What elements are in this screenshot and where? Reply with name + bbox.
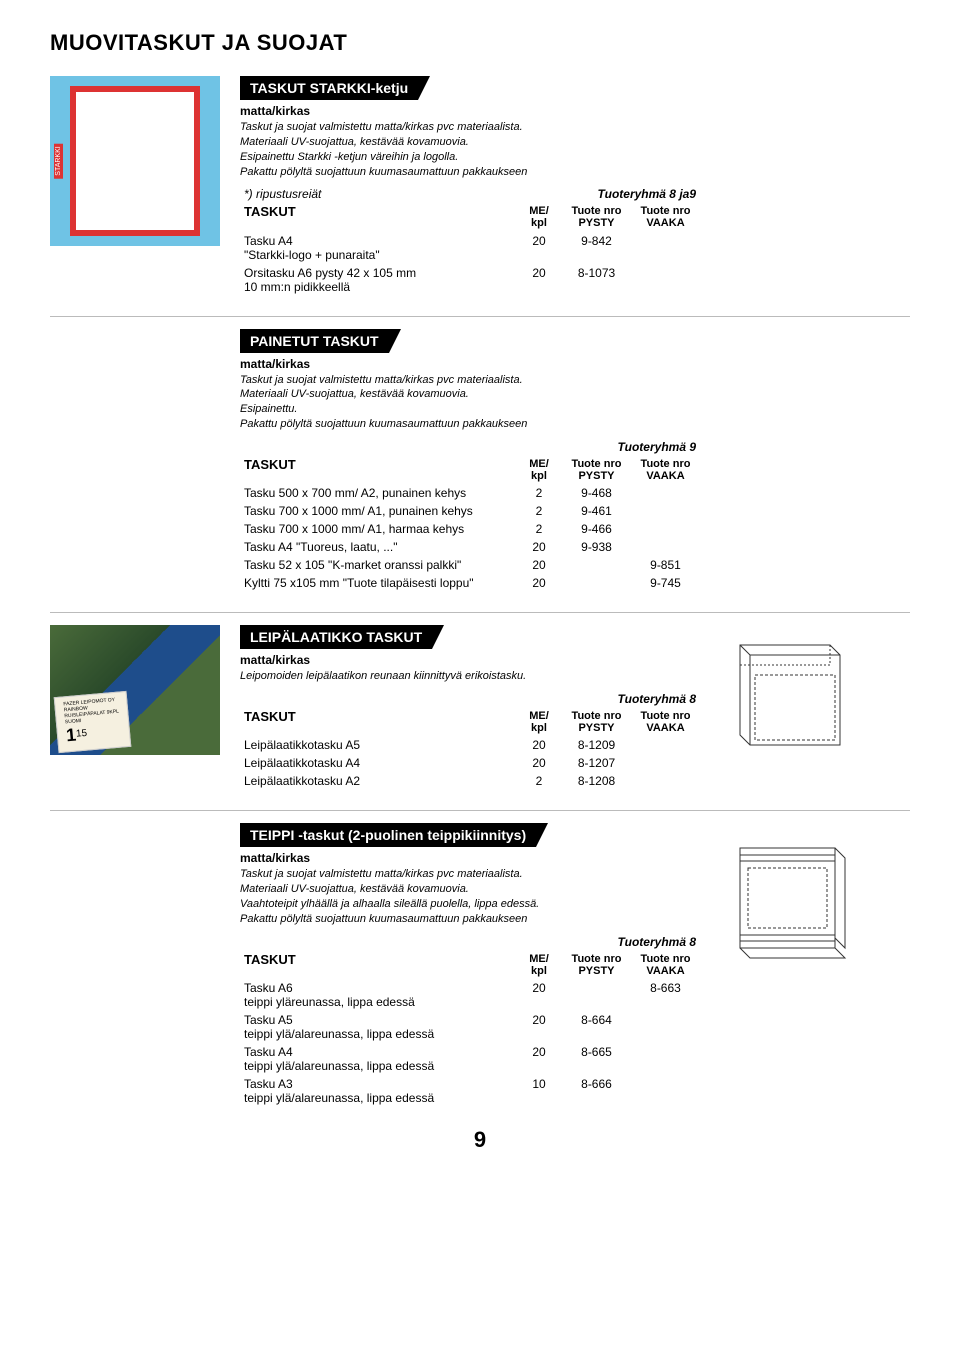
diagram-bread-box [720, 625, 860, 765]
product-table: *) ripustusreiätTuoteryhmä 8 ja9 TASKUT … [240, 185, 700, 295]
section-desc: Taskut ja suojat valmistettu matta/kirka… [240, 120, 700, 179]
section-desc: Taskut ja suojat valmistettu matta/kirka… [240, 867, 700, 926]
section-subheader: matta/kirkas [240, 104, 700, 118]
section-leipa: FAZER LEIPOMOT OY RAINBOW RUISLEIPÄPALAT… [50, 612, 910, 800]
table-row: Tasku A6teippi yläreunassa, lippa edessä… [240, 979, 700, 1011]
table-row: Leipälaatikkotasku A5208-1209 [240, 736, 700, 754]
table-row: Tasku A4teippi ylä/alareunassa, lippa ed… [240, 1043, 700, 1075]
section-desc: Leipomoiden leipälaatikon reunaan kiinni… [240, 669, 700, 684]
section-header: PAINETUT TASKUT [240, 329, 389, 353]
price-tag: FAZER LEIPOMOT OY RAINBOW RUISLEIPÄPALAT… [54, 690, 131, 752]
diagram-teippi [720, 823, 860, 963]
section-header: LEIPÄLAATIKKO TASKUT [240, 625, 432, 649]
table-row: Tasku A4 "Tuoreus, laatu, ..."209-938 [240, 538, 700, 556]
section-painetut: PAINETUT TASKUT matta/kirkas Taskut ja s… [50, 316, 910, 603]
product-image-bread: FAZER LEIPOMOT OY RAINBOW RUISLEIPÄPALAT… [50, 625, 220, 755]
section-desc: Taskut ja suojat valmistettu matta/kirka… [240, 373, 700, 432]
table-row: Tasku 700 x 1000 mm/ A1, punainen kehys2… [240, 502, 700, 520]
page-number: 9 [50, 1127, 910, 1153]
table-row: Tasku 500 x 700 mm/ A2, punainen kehys29… [240, 484, 700, 502]
product-table: Tuoteryhmä 8 TASKUT ME/ kpl Tuote nro PY… [240, 933, 700, 1107]
section-starkki: STARKKI TASKUT STARKKI-ketju matta/kirka… [50, 76, 910, 306]
table-row: Tasku A4"Starkki-logo + punaraita" 20 9-… [240, 232, 700, 264]
table-row: Kyltti 75 x105 mm "Tuote tilapäisesti lo… [240, 574, 700, 592]
table-row: Tasku 52 x 105 "K-market oranssi palkki"… [240, 556, 700, 574]
table-row: Orsitasku A6 pysty 42 x 105 mm10 mm:n pi… [240, 264, 700, 296]
table-row: Leipälaatikkotasku A4208-1207 [240, 754, 700, 772]
table-row: Tasku A5teippi ylä/alareunassa, lippa ed… [240, 1011, 700, 1043]
table-row: Leipälaatikkotasku A228-1208 [240, 772, 700, 790]
product-image-starkki: STARKKI [50, 76, 220, 246]
starkki-logo: STARKKI [54, 143, 63, 178]
section-subheader: matta/kirkas [240, 851, 700, 865]
product-table: Tuoteryhmä 8 TASKUT ME/ kpl Tuote nro PY… [240, 690, 700, 790]
section-subheader: matta/kirkas [240, 653, 700, 667]
section-teippi: TEIPPI -taskut (2-puolinen teippikiinnit… [50, 810, 910, 1117]
page-title: MUOVITASKUT JA SUOJAT [50, 30, 910, 56]
product-table: Tuoteryhmä 9 TASKUT ME/ kpl Tuote nro PY… [240, 438, 700, 592]
section-header: TEIPPI -taskut (2-puolinen teippikiinnit… [240, 823, 536, 847]
section-header: TASKUT STARKKI-ketju [240, 76, 418, 100]
table-row: Tasku 700 x 1000 mm/ A1, harmaa kehys29-… [240, 520, 700, 538]
table-row: Tasku A3teippi ylä/alareunassa, lippa ed… [240, 1075, 700, 1107]
section-subheader: matta/kirkas [240, 357, 700, 371]
